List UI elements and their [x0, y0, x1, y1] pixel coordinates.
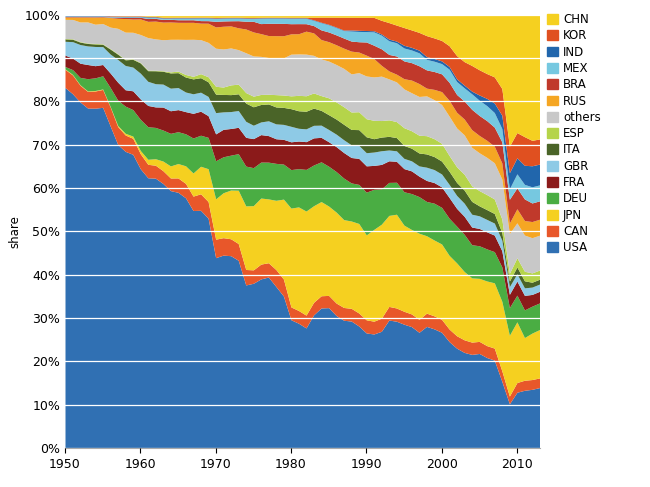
Y-axis label: share: share — [8, 215, 21, 248]
Legend: CHN, KOR, IND, MEX, BRA, RUS, others, ESP, ITA, GBR, FRA, DEU, JPN, CAN, USA: CHN, KOR, IND, MEX, BRA, RUS, others, ES… — [545, 12, 602, 256]
